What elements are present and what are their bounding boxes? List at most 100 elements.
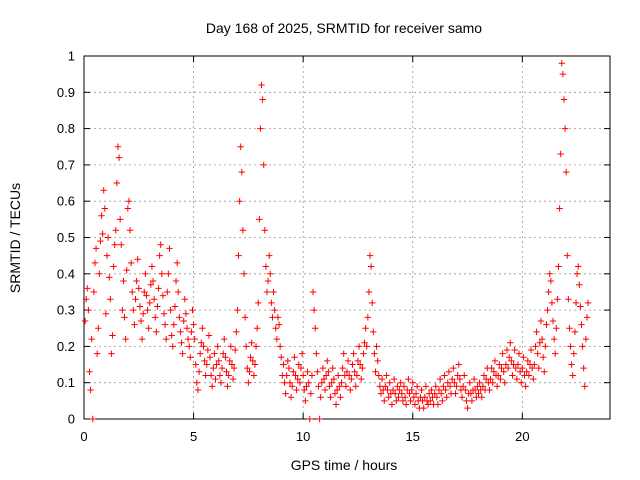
data-point — [383, 372, 390, 379]
data-point — [217, 379, 225, 386]
data-point — [402, 401, 410, 408]
data-point — [553, 325, 560, 332]
data-point — [339, 364, 346, 372]
data-point — [124, 205, 132, 212]
data-point — [461, 372, 468, 379]
data-point — [342, 383, 350, 390]
data-point — [470, 375, 478, 383]
data-point — [227, 343, 235, 350]
data-point — [109, 332, 116, 339]
data-point — [186, 343, 193, 350]
data-point — [486, 386, 493, 394]
data-point — [154, 303, 161, 310]
data-point — [450, 364, 457, 372]
data-point — [280, 361, 287, 368]
data-point — [433, 394, 441, 401]
data-point — [520, 354, 527, 361]
data-point — [452, 390, 459, 397]
data-point — [337, 394, 344, 401]
data-point — [207, 372, 215, 379]
data-point — [221, 335, 228, 343]
data-point — [338, 379, 345, 386]
data-point — [147, 281, 155, 288]
data-point — [373, 343, 380, 350]
data-point — [468, 397, 476, 405]
data-point — [285, 364, 293, 372]
data-point — [343, 368, 351, 376]
data-point — [210, 364, 217, 372]
y-tick-label: 0 — [68, 412, 75, 427]
data-point — [464, 404, 471, 412]
data-point — [228, 361, 236, 368]
data-point — [95, 325, 102, 332]
data-point — [310, 306, 318, 314]
data-point — [324, 357, 331, 365]
data-point — [165, 270, 172, 277]
data-point — [156, 252, 163, 259]
data-point — [554, 296, 561, 303]
data-point — [120, 277, 127, 285]
data-point — [269, 314, 276, 321]
data-point — [572, 299, 580, 307]
data-point — [138, 335, 146, 343]
data-point — [376, 383, 384, 390]
data-point — [127, 259, 135, 267]
data-point — [271, 306, 278, 314]
data-point — [381, 397, 388, 405]
data-point — [274, 314, 282, 321]
data-point — [177, 328, 184, 336]
data-point — [118, 241, 125, 248]
data-point — [248, 339, 255, 346]
data-point — [293, 386, 300, 394]
data-point — [152, 314, 159, 321]
data-point — [170, 321, 178, 328]
data-point — [115, 154, 123, 161]
data-point — [189, 306, 196, 314]
data-point — [405, 375, 412, 383]
data-point — [273, 335, 281, 343]
data-point — [305, 379, 312, 386]
data-point — [333, 386, 341, 394]
data-point — [575, 263, 582, 270]
data-point — [179, 350, 186, 357]
data-point — [453, 383, 460, 390]
data-point — [150, 296, 158, 303]
data-point — [121, 314, 128, 321]
data-point — [345, 372, 353, 379]
data-point — [256, 216, 263, 223]
data-point — [573, 270, 581, 277]
data-point — [344, 357, 352, 365]
data-point — [313, 350, 320, 357]
data-point — [442, 386, 449, 394]
data-point — [454, 372, 461, 379]
data-point — [104, 234, 112, 241]
data-point — [264, 277, 272, 285]
data-point — [111, 241, 118, 248]
data-point — [480, 372, 488, 379]
data-point — [514, 361, 522, 368]
data-point — [394, 383, 401, 390]
data-point — [473, 394, 480, 401]
data-point — [290, 368, 297, 376]
data-point — [317, 394, 324, 401]
data-point — [161, 321, 169, 328]
data-point — [329, 364, 336, 372]
data-point — [237, 143, 244, 150]
data-point — [136, 303, 144, 310]
data-point — [298, 350, 306, 357]
data-point — [253, 325, 261, 332]
data-point — [459, 383, 467, 390]
data-point — [397, 379, 404, 386]
data-point — [348, 375, 355, 383]
data-point — [443, 394, 450, 401]
data-point — [88, 335, 95, 343]
data-point — [296, 379, 304, 386]
data-point — [455, 361, 462, 368]
data-point — [432, 383, 439, 390]
data-point — [564, 252, 571, 259]
data-point — [122, 335, 129, 343]
data-point — [284, 357, 292, 365]
chart-title: Day 168 of 2025, SRMTID for receiver sam… — [206, 20, 482, 36]
data-point — [107, 296, 114, 303]
data-point — [99, 230, 106, 238]
